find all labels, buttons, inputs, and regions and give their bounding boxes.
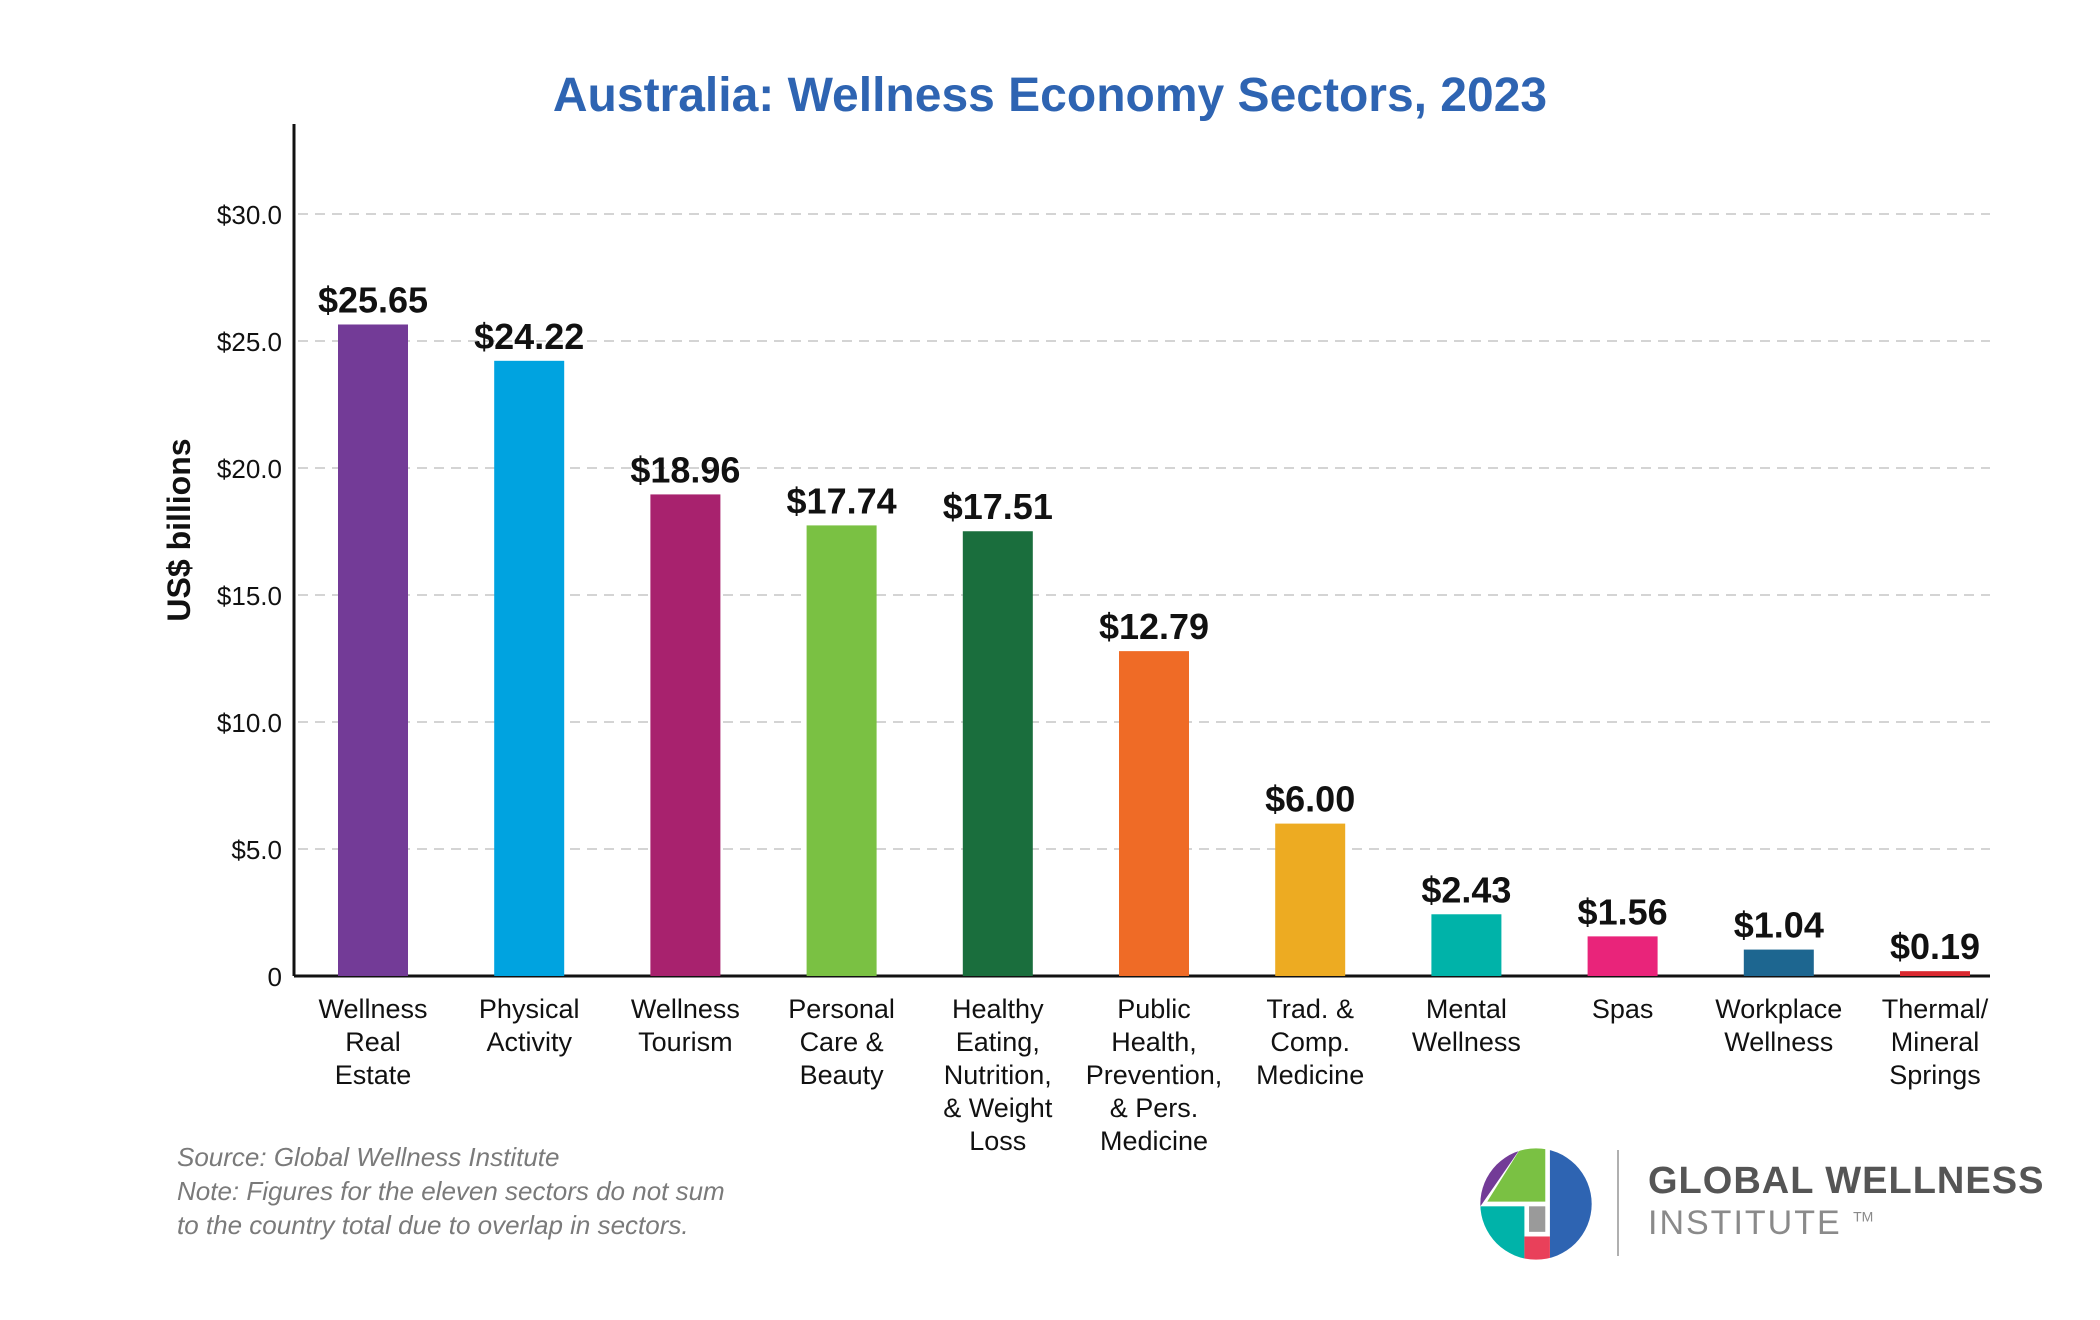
category-label: Public Health, Prevention, & Pers. Medicine xyxy=(1086,994,1223,1156)
data-label: $1.04 xyxy=(1734,905,1824,946)
category-label: Healthy Eating, Nutrition, & Weight Loss xyxy=(943,994,1053,1156)
y-tick-label: $25.0 xyxy=(217,327,282,357)
category-label: Wellness Tourism xyxy=(631,994,740,1057)
y-tick-label: 0 xyxy=(268,962,282,992)
data-label: $6.00 xyxy=(1265,779,1355,820)
data-label: $17.74 xyxy=(787,480,897,521)
bar xyxy=(1431,914,1502,976)
overlap-note-line-1: Note: Figures for the eleven sectors do … xyxy=(177,1176,725,1206)
logo-subtitle: INSTITUTE TM xyxy=(1648,1204,1873,1243)
data-label: $2.43 xyxy=(1421,869,1511,910)
y-tick-label: $10.0 xyxy=(217,708,282,738)
category-label: Personal Care & Beauty xyxy=(788,994,895,1090)
data-label: $18.96 xyxy=(630,449,740,490)
logo-name: GLOBAL WELLNESS xyxy=(1648,1160,2045,1202)
bar xyxy=(1900,971,1970,976)
bar xyxy=(962,531,1033,976)
data-label: $17.51 xyxy=(943,486,1053,527)
bar xyxy=(1275,823,1346,976)
bar xyxy=(806,525,877,976)
bar xyxy=(1587,936,1658,976)
data-label: $12.79 xyxy=(1099,606,1209,647)
data-label: $25.65 xyxy=(318,279,428,320)
bar xyxy=(338,324,408,976)
y-tick-labels: 0 $5.0 $10.0 $15.0 $20.0 $25.0 $30.0 xyxy=(217,200,282,992)
overlap-note-line-2: to the country total due to overlap in s… xyxy=(177,1210,689,1240)
bar xyxy=(494,360,565,976)
category-label: Spas xyxy=(1592,994,1654,1024)
bar xyxy=(1743,949,1814,976)
data-label: $1.56 xyxy=(1578,891,1668,932)
data-label: $0.19 xyxy=(1890,926,1980,967)
category-label: Workplace Wellness xyxy=(1715,994,1842,1057)
chart-notes: Source: Global Wellness Institute Note: … xyxy=(177,1140,725,1242)
bar xyxy=(1119,651,1189,976)
y-tick-label: $30.0 xyxy=(217,200,282,230)
logo-institute: INSTITUTE xyxy=(1648,1204,1842,1242)
data-labels: $25.65 $24.22 $18.96 $17.74 $17.51 $12.79 $6.0… xyxy=(318,279,1980,967)
category-label: Mental Wellness xyxy=(1412,994,1521,1057)
logo-divider xyxy=(1617,1150,1619,1256)
source-note: Source: Global Wellness Institute xyxy=(177,1142,560,1172)
category-label: Wellness Real Estate xyxy=(318,994,427,1090)
bars xyxy=(338,324,1970,976)
chart-title: Australia: Wellness Economy Sectors, 202… xyxy=(552,69,1548,122)
logo-trademark: TM xyxy=(1853,1208,1874,1225)
y-axis-title: US$ billions xyxy=(161,438,197,621)
category-label: Trad. & Comp. Medicine xyxy=(1256,994,1364,1090)
y-tick-label: $20.0 xyxy=(217,454,282,484)
gridlines xyxy=(298,213,1990,850)
category-label: Physical Activity xyxy=(479,994,580,1057)
category-labels: Wellness Real Estate Physical Activity Wellne… xyxy=(318,994,1988,1156)
bar xyxy=(650,494,721,976)
category-label: Thermal/Mineral Springs xyxy=(1882,994,1989,1090)
gwi-logo-mark-icon xyxy=(1480,1148,1592,1260)
gwi-logo: GLOBAL WELLNESS INSTITUTE TM xyxy=(1478,1146,2078,1266)
y-tick-label: $5.0 xyxy=(231,835,282,865)
data-label: $24.22 xyxy=(474,316,584,357)
y-tick-label: $15.0 xyxy=(217,581,282,611)
